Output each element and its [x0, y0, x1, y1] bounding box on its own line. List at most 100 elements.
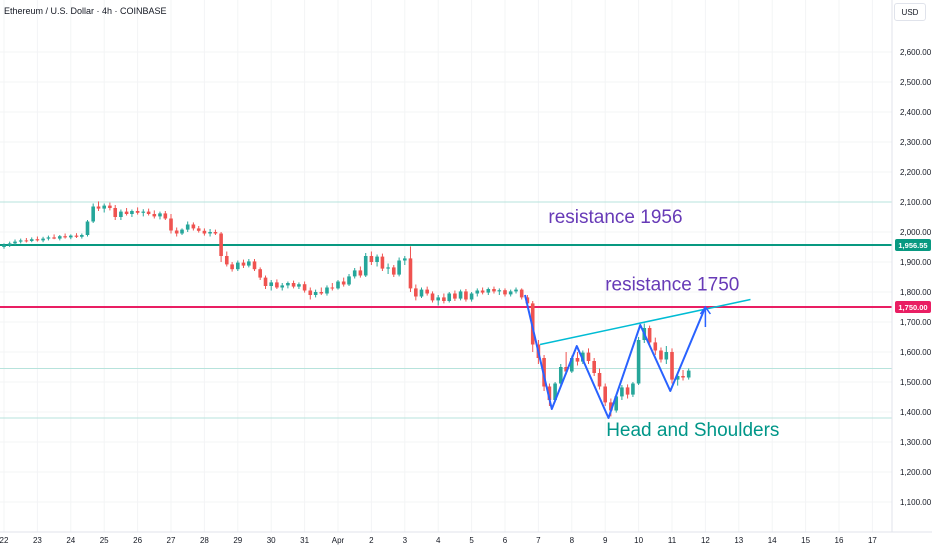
- candle-body: [341, 281, 346, 285]
- candle-body: [330, 287, 335, 289]
- candle-up: [675, 374, 680, 386]
- candle-down: [369, 251, 374, 265]
- candle-body: [564, 367, 568, 372]
- candle-body: [35, 239, 40, 241]
- annotation-label: Head and Shoulders: [606, 420, 779, 441]
- candle-down: [597, 368, 602, 390]
- x-tick-label: 8: [570, 536, 575, 545]
- candle-body: [57, 236, 62, 239]
- candle-up: [403, 256, 407, 265]
- candle-body: [375, 256, 379, 262]
- candle-body: [313, 292, 318, 295]
- candle-down: [519, 288, 524, 300]
- candle-body: [581, 352, 585, 362]
- candle-down: [586, 348, 591, 364]
- time-axis[interactable]: 22 23 24 25 26 27 28 29 30 31 Apr 2 3 4 5 6 7 8 9 10 11 12 13 1…: [0, 536, 877, 545]
- candle-up: [436, 295, 440, 306]
- candle-body: [592, 361, 596, 373]
- candle-up: [458, 289, 463, 301]
- candle-up: [80, 233, 84, 239]
- x-tick-label: 31: [300, 536, 309, 545]
- candle-body: [414, 288, 418, 297]
- y-tick-label: 1,900.00: [900, 258, 932, 267]
- candle-down: [442, 293, 446, 304]
- candle-body: [224, 256, 229, 265]
- y-tick-label: 2,000.00: [900, 228, 932, 237]
- candle-body: [302, 284, 307, 291]
- candle-body: [681, 376, 685, 378]
- annotation-label: resistance 1956: [548, 207, 682, 228]
- y-tick-label: 2,100.00: [900, 198, 932, 207]
- candle-body: [558, 367, 563, 384]
- candle-body: [614, 396, 619, 411]
- candle-body: [208, 232, 212, 234]
- candle-down: [319, 287, 324, 295]
- candle-body: [74, 235, 79, 237]
- candle-body: [41, 238, 45, 241]
- candle-up: [247, 259, 251, 268]
- candle-up: [497, 288, 502, 295]
- y-tick-label: 2,400.00: [900, 108, 932, 117]
- candle-up: [208, 229, 212, 237]
- y-tick-label: 2,300.00: [900, 138, 932, 147]
- candle-body: [2, 245, 6, 247]
- candle-down: [659, 347, 663, 363]
- candle-body: [196, 228, 201, 231]
- candle-body: [514, 289, 518, 292]
- candle-body: [291, 283, 296, 287]
- x-tick-label: 15: [801, 536, 810, 545]
- candle-body: [230, 264, 234, 270]
- symbol-title: Ethereum / U.S. Dollar · 4h · COINBASE: [4, 6, 167, 16]
- candle-up: [18, 238, 23, 244]
- candle-body: [146, 211, 151, 214]
- candle-up: [386, 263, 390, 274]
- candle-up: [185, 221, 190, 232]
- candle-body: [180, 229, 184, 234]
- candle-up: [13, 239, 17, 246]
- candle-down: [113, 205, 118, 220]
- candle-up: [419, 287, 424, 298]
- candle-body: [458, 291, 463, 299]
- x-tick-label: 30: [267, 536, 276, 545]
- candle-body: [620, 387, 624, 397]
- candle-down: [191, 222, 196, 231]
- candle-up: [46, 235, 51, 241]
- candle-up: [508, 289, 513, 297]
- candle-up: [119, 209, 123, 220]
- candle-body: [570, 358, 574, 372]
- candle-body: [7, 243, 12, 246]
- y-tick-label: 1,200.00: [900, 468, 932, 477]
- candle-down: [169, 214, 173, 234]
- price-axis[interactable]: 1,100.00 1,200.00 1,300.00 1,400.00 1,500.00…: [900, 48, 932, 507]
- candle-up: [397, 257, 401, 277]
- candle-down: [196, 226, 201, 233]
- candle-body: [653, 342, 658, 351]
- x-tick-label: 2: [369, 536, 374, 545]
- candle-down: [252, 259, 257, 271]
- candle-up: [636, 337, 641, 385]
- candle-body: [480, 290, 485, 293]
- candle-body: [486, 289, 491, 293]
- candle-up: [558, 364, 563, 386]
- candle-up: [313, 289, 318, 298]
- x-tick-label: 3: [403, 536, 408, 545]
- candle-body: [636, 340, 641, 384]
- candle-down: [592, 358, 596, 376]
- candle-down: [464, 289, 468, 302]
- candle-up: [102, 203, 106, 213]
- x-tick-label: 7: [536, 536, 541, 545]
- price-badge: [895, 301, 931, 313]
- candle-body: [453, 293, 457, 299]
- x-tick-label: 28: [200, 536, 209, 545]
- head-and-shoulders-path: [524, 294, 707, 419]
- y-tick-label: 2,500.00: [900, 78, 932, 87]
- candle-down: [358, 266, 363, 278]
- pattern-layer: [524, 294, 751, 419]
- candle-down: [202, 228, 207, 236]
- currency-button[interactable]: USD: [894, 3, 926, 21]
- x-tick-label: 27: [167, 536, 176, 545]
- x-tick-label: 5: [469, 536, 474, 545]
- candle-up: [91, 203, 95, 223]
